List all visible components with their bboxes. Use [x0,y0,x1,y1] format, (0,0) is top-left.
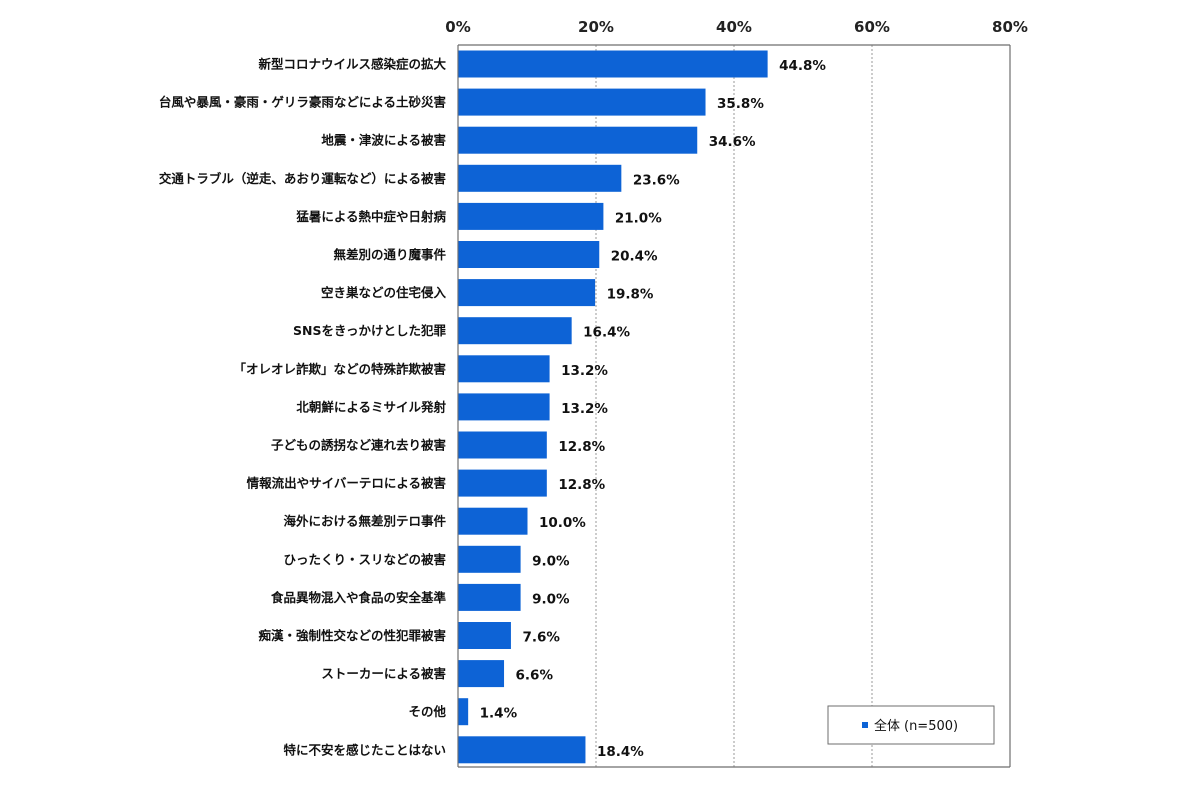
x-tick-label: 0% [445,18,470,36]
bar [458,355,550,383]
category-label: 食品異物混入や食品の安全基準 [270,590,447,605]
category-label: 空き巣などの住宅侵入 [321,285,447,300]
value-label: 21.0% [615,210,662,226]
bar [458,164,622,192]
bar [458,50,768,78]
value-label: 23.6% [633,172,680,188]
bar [458,698,469,726]
legend: 全体 (n=500) [827,705,995,745]
category-label: 交通トラブル（逆走、あおり運転など）による被害 [159,171,446,186]
category-label: ひったくり・スリなどの被害 [283,552,446,567]
category-label: 地震・津波による被害 [321,133,446,148]
value-label: 35.8% [717,96,764,112]
bar [458,317,572,345]
category-label: 新型コロナウイルス感染症の拡大 [258,57,446,72]
value-label: 20.4% [611,249,658,265]
bar [458,583,521,611]
value-label: 44.8% [779,58,826,74]
value-label: 13.2% [561,401,608,417]
bar [458,126,698,154]
category-label: 海外における無差別テロ事件 [283,514,446,529]
bar [458,202,604,230]
x-axis-ticks: 0% 20% 40% 60% 80% [445,18,1028,36]
category-label: 特に不安を感じたことはない [283,742,446,757]
category-label: 北朝鮮によるミサイル発射 [296,399,446,414]
x-tick-label: 80% [992,18,1028,36]
bars [458,50,768,764]
value-label: 9.0% [532,553,570,569]
value-label: 34.6% [709,134,756,150]
bar [458,393,550,421]
category-label: 「オレオレ詐欺」などの特殊詐欺被害 [233,361,446,376]
legend-swatch [862,722,868,728]
bar [458,507,528,535]
value-label: 16.4% [583,325,630,341]
category-label: 台風や暴風・豪雨・ゲリラ豪雨などによる土砂災害 [159,95,446,110]
category-label: 無差別の通り魔事件 [333,247,446,262]
value-label: 10.0% [539,515,586,531]
x-tick-label: 60% [854,18,890,36]
bar [458,431,547,459]
bar [458,241,600,268]
category-label: 猛暑による熱中症や日射病 [295,209,446,224]
value-label: 6.6% [516,668,554,684]
bar [458,622,511,649]
value-label: 12.8% [558,439,605,455]
value-label: 19.8% [607,287,654,303]
category-label: その他 [408,704,446,719]
legend-box [827,705,995,745]
category-label: 子どもの誘拐など連れ去り被害 [271,438,446,453]
bar [458,660,505,688]
bar [458,736,586,764]
category-labels: 新型コロナウイルス感染症の拡大台風や暴風・豪雨・ゲリラ豪雨などによる土砂災害地震… [159,57,447,758]
bar [458,545,521,573]
x-tick-label: 40% [716,18,752,36]
value-labels: 44.8% 35.8% 34.6% 23.6% 21.0% 20.4% 19.8% 16.4%… [480,58,827,760]
bar [458,88,706,116]
legend-label: 全体 [874,718,900,734]
category-label: ストーカーによる被害 [321,666,446,681]
value-label: 12.8% [558,477,605,493]
bar [458,469,547,497]
bar [458,279,596,307]
category-label: 情報流出やサイバーテロによる被害 [247,476,446,491]
x-tick-label: 20% [578,18,614,36]
value-label: 9.0% [532,591,570,607]
value-label: 13.2% [561,363,608,379]
category-label: SNSをきっかけとした犯罪 [293,323,446,338]
value-label: 18.4% [597,744,644,760]
value-label: 7.6% [522,630,560,646]
category-label: 痴漢・強制性交などの性犯罪被害 [258,628,446,643]
legend-note: (n=500) [904,719,958,734]
value-label: 1.4% [480,706,518,722]
